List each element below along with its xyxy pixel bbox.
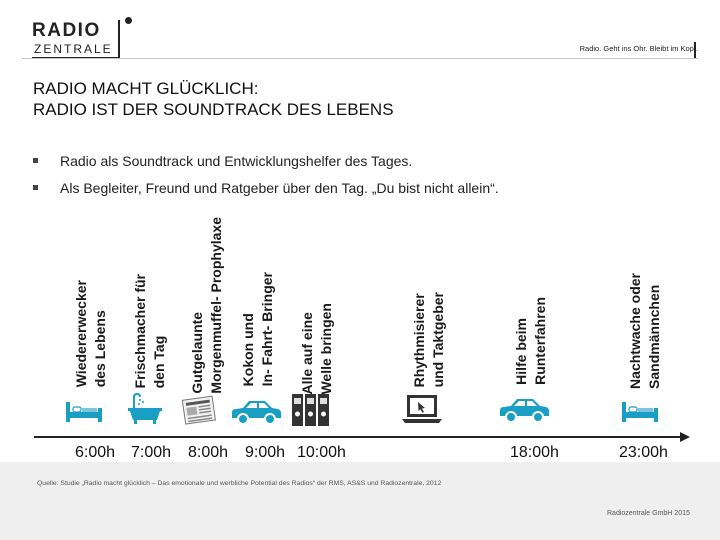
- bullet-item: Radio als Soundtrack und Entwicklungshel…: [33, 153, 499, 180]
- laptop-icon: [402, 395, 442, 423]
- car-icon: [500, 399, 549, 423]
- timeline-label-frischmacher: Frischmacher für den Tag: [132, 274, 167, 389]
- logo-text-zentrale: ZENTRALE: [34, 42, 113, 56]
- bullet-marker: [33, 185, 38, 190]
- bed-icon: [66, 402, 102, 422]
- footer-copyright: Radiozentrale GmbH 2015: [607, 510, 690, 517]
- timeline-axis: [34, 436, 684, 438]
- radiozentrale-logo[interactable]: RADIO ZENTRALE: [32, 17, 132, 58]
- time-label: 7:00h: [131, 444, 172, 461]
- timeline-label-rhythmisierer: Rhythmisierer und Taktgeber: [411, 292, 446, 388]
- bullet-marker: [33, 158, 38, 163]
- footer-source: Quelle: Studie „Radio macht glücklich – …: [37, 480, 442, 487]
- bullet-text: Radio als Soundtrack und Entwicklungshel…: [60, 153, 413, 169]
- header-divider-accent: [694, 42, 696, 58]
- time-label: 18:00h: [510, 444, 559, 461]
- logo-underline: [32, 57, 120, 58]
- timeline-arrow: [680, 432, 690, 442]
- timeline-label-kokon: Kokon und In- Fahrt- Bringer: [240, 272, 275, 387]
- timeline-label-wiedererwecker: Wiedererwecker des Lebens: [73, 280, 108, 388]
- time-label: 6:00h: [75, 444, 116, 461]
- timeline-label-runterfahren: Hilfe beim Runterfahren: [513, 297, 548, 385]
- time-label: 23:00h: [619, 444, 668, 461]
- title-line-1: RADIO MACHT GLÜCKLICH:: [33, 79, 259, 98]
- logo-text-radio: RADIO: [32, 20, 101, 41]
- bathtub-icon: [128, 392, 162, 424]
- bed-icon: [622, 402, 658, 422]
- bullet-item: Als Begleiter, Freund und Ratgeber über …: [33, 180, 499, 207]
- time-label: 9:00h: [245, 444, 286, 461]
- timeline-label-nachtwache: Nachtwache oder Sandmännchen: [627, 273, 662, 389]
- timeline-label-morgenmuffel: Gutgelaunte Morgenmuffel- Prophylaxe: [189, 217, 224, 394]
- title-line-2: RADIO IST DER SOUNDTRACK DES LEBENS: [33, 100, 394, 119]
- newspaper-icon: [181, 395, 216, 425]
- time-label: 10:00h: [297, 444, 346, 461]
- footer: [0, 462, 720, 540]
- logo-bar: [118, 20, 120, 58]
- logo-dot: [125, 17, 132, 24]
- car-icon: [232, 401, 281, 425]
- bullet-list: Radio als Soundtrack und Entwicklungshel…: [33, 153, 499, 207]
- time-label: 8:00h: [188, 444, 229, 461]
- binders-icon: [292, 394, 329, 426]
- bullet-text: Als Begleiter, Freund und Ratgeber über …: [60, 180, 499, 196]
- header-divider: [22, 58, 698, 59]
- page-title: RADIO MACHT GLÜCKLICH: RADIO IST DER SOU…: [33, 78, 394, 120]
- tagline: Radio. Geht ins Ohr. Bleibt im Kopf.: [579, 44, 698, 53]
- timeline-label-welle: Alle auf eine Welle bringen: [299, 303, 334, 395]
